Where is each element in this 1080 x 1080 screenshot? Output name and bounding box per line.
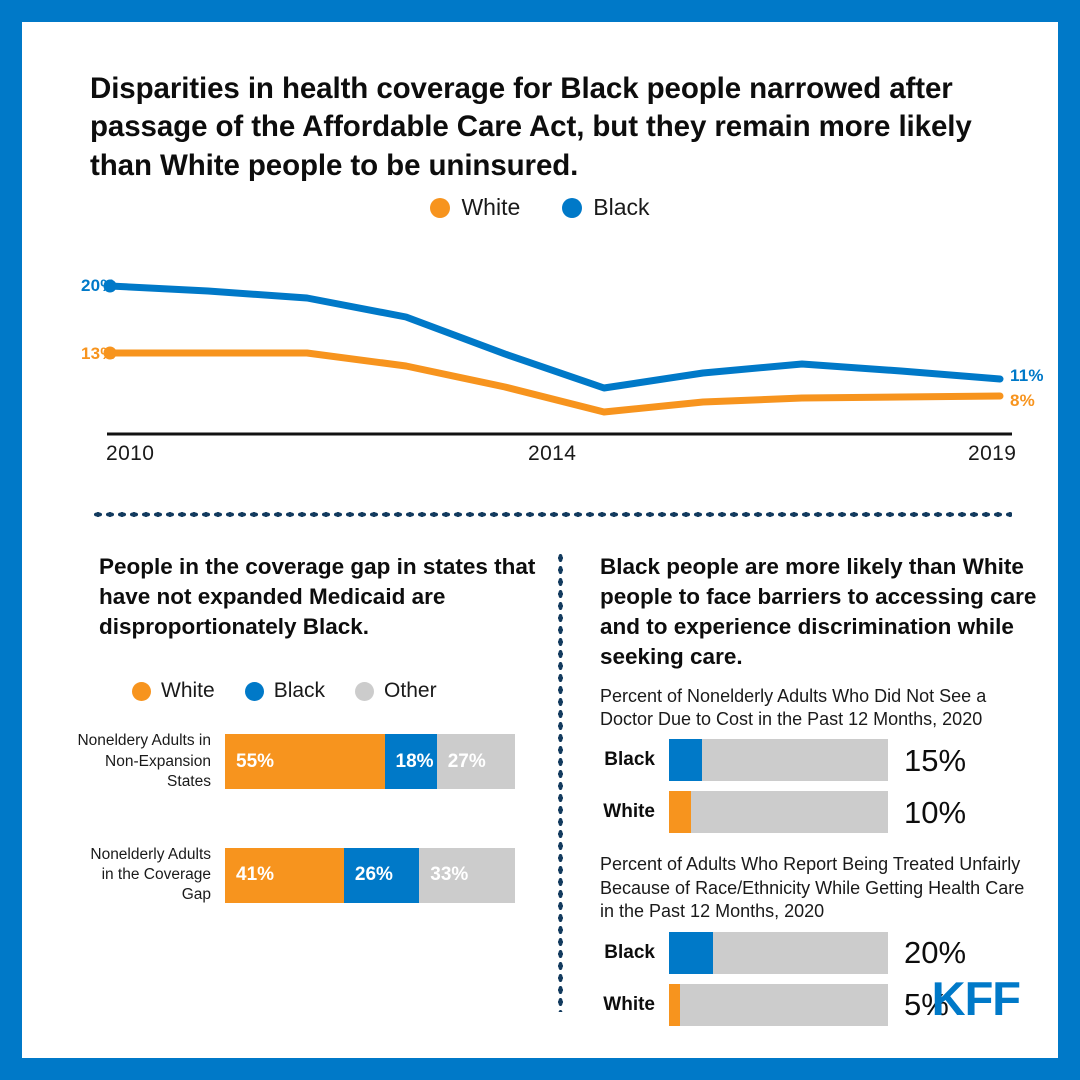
stack-legend-label-black: Black (273, 679, 326, 703)
legend-label-white: White (461, 194, 521, 220)
stacked-bar-category-label: Nonelderly Adults in the Coverage Gap (90, 845, 211, 904)
bar-track (669, 739, 888, 782)
x-tick-2014: 2014 (528, 442, 577, 465)
bar-row: Black 20% (582, 930, 1042, 976)
stacked-bar-track: 55% 18% 27% (225, 734, 515, 790)
coverage-gap-heading: People in the coverage gap in states tha… (99, 554, 536, 640)
bar-value-white: 5% (904, 987, 949, 1023)
kff-logo[interactable]: KFF (931, 972, 1021, 1025)
legend-item-white[interactable]: White (430, 194, 520, 221)
white-start-value-label: 13% (81, 344, 116, 363)
bar-track (669, 931, 888, 974)
horizontal-dotted-divider (92, 511, 1012, 518)
stack-legend-label-white: White (161, 679, 215, 703)
bar-row: Black 15% (582, 737, 1042, 783)
bar-fill-black[interactable] (669, 739, 702, 782)
x-tick-2019: 2019 (968, 442, 1017, 465)
stack-segment-white[interactable]: 41% (225, 847, 344, 903)
stack-legend-item-other[interactable]: Other (355, 679, 437, 703)
stack-segment-black[interactable]: 26% (343, 847, 420, 903)
stack-segment-black[interactable]: 18% (384, 734, 437, 790)
bar-category-white: White (603, 801, 655, 823)
line-chart-legend: White Black (22, 194, 1058, 221)
legend-dot-black-icon (562, 197, 583, 218)
bar-category-black: Black (604, 941, 655, 963)
bar-track (669, 791, 888, 834)
barriers-heading: Black people are more likely than White … (600, 554, 1037, 670)
bar-group-cost: Percent of Nonelderly Adults Who Did Not… (582, 685, 1042, 836)
legend-item-black[interactable]: Black (562, 194, 650, 221)
legend-dot-white-icon (430, 197, 451, 218)
bar-group-cost-subtitle: Percent of Nonelderly Adults Who Did Not… (600, 685, 987, 729)
bar-row: White 5% (582, 982, 1042, 1028)
stack-legend-item-white[interactable]: White (132, 679, 215, 703)
stacked-bar-category-label: Noneldery Adults in Non-Expansion States (77, 732, 211, 790)
bar-fill-black[interactable] (669, 931, 713, 974)
series-start-dot-black (103, 279, 117, 293)
coverage-gap-panel: People in the coverage gap in states tha… (77, 552, 547, 905)
page-title: Disparities in health coverage for Black… (90, 72, 972, 182)
stack-legend-dot-other-icon (355, 681, 375, 701)
barriers-discrimination-panel: Black people are more likely than White … (582, 552, 1042, 1028)
bar-row: White 10% (582, 789, 1042, 835)
vertical-dotted-divider (557, 552, 564, 1012)
black-end-value-label: 11% (1010, 366, 1044, 385)
stack-segment-white[interactable]: 55% (225, 734, 385, 790)
white-end-value-label: 8% (1010, 391, 1035, 410)
stack-legend-dot-white-icon (132, 681, 151, 701)
bar-track (669, 983, 888, 1026)
stack-legend-dot-black-icon (244, 681, 264, 701)
stack-segment-other[interactable]: 27% (436, 734, 515, 790)
bar-group-discrimination-subtitle: Percent of Adults Who Report Being Treat… (600, 854, 1025, 922)
stack-legend-label-other: Other (384, 679, 437, 703)
bar-fill-white[interactable] (669, 791, 691, 834)
bar-category-white: White (603, 993, 655, 1015)
bar-value-black: 15% (904, 742, 967, 778)
bar-category-black: Black (604, 749, 655, 771)
x-tick-2010: 2010 (106, 442, 155, 465)
stack-segment-other[interactable]: 33% (419, 847, 515, 903)
line-chart-svg (103, 279, 1012, 436)
legend-label-black: Black (593, 194, 650, 220)
bar-group-discrimination: Percent of Adults Who Report Being Treat… (582, 853, 1042, 1027)
series-line-white (106, 349, 1004, 416)
stack-legend-item-black[interactable]: Black (244, 679, 326, 703)
black-start-value-label: 20% (81, 276, 116, 295)
stacked-bar-legend: White Black Other (77, 679, 547, 703)
series-start-dot-white (103, 346, 117, 360)
stacked-bar-track: 41% 26% 33% (225, 847, 515, 903)
stacked-bar-row: Nonelderly Adults in the Coverage Gap 41… (77, 845, 547, 905)
bar-value-black: 20% (904, 935, 967, 971)
uninsured-rate-line-chart: 20% 13% 11% 8% 2010 2014 2019 (62, 254, 1044, 465)
bar-fill-white[interactable] (669, 983, 680, 1026)
bar-value-white: 10% (904, 794, 967, 830)
series-line-black (106, 282, 1004, 392)
stacked-bar-row: Noneldery Adults in Non-Expansion States… (77, 731, 547, 791)
infographic-canvas: Disparities in health coverage for Black… (22, 22, 1058, 1058)
